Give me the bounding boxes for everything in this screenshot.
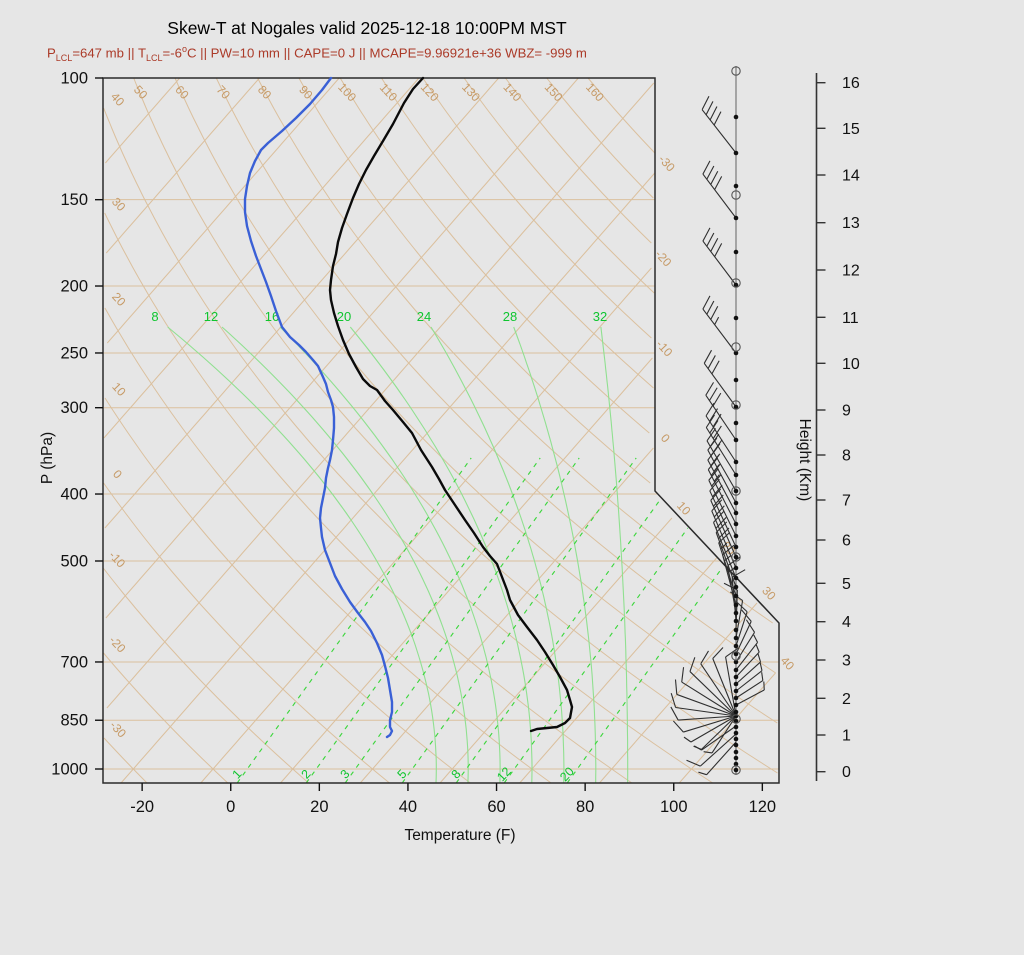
svg-text:4: 4 — [842, 614, 851, 631]
svg-text:11: 11 — [842, 310, 859, 327]
svg-text:-10: -10 — [106, 548, 128, 570]
svg-text:9: 9 — [842, 403, 851, 420]
svg-text:100: 100 — [60, 70, 88, 88]
svg-text:28: 28 — [503, 309, 517, 324]
svg-text:-20: -20 — [130, 798, 154, 816]
svg-text:10: 10 — [842, 356, 860, 373]
svg-text:70: 70 — [214, 83, 234, 103]
svg-text:8: 8 — [151, 309, 158, 324]
svg-text:1000: 1000 — [51, 761, 88, 779]
svg-text:-30: -30 — [107, 718, 129, 740]
svg-text:10: 10 — [109, 380, 129, 400]
svg-text:80: 80 — [576, 798, 594, 816]
svg-text:80: 80 — [255, 83, 275, 103]
svg-text:150: 150 — [542, 80, 566, 104]
svg-text:850: 850 — [60, 712, 88, 730]
svg-text:5: 5 — [842, 576, 851, 593]
svg-text:150: 150 — [60, 191, 88, 209]
svg-text:0: 0 — [658, 431, 673, 446]
svg-text:50: 50 — [131, 83, 151, 103]
svg-text:3: 3 — [842, 653, 851, 670]
temperature-axis: -20 0 20 40 60 80 100 120 Temperature (F) — [130, 783, 776, 844]
svg-text:60: 60 — [487, 798, 505, 816]
svg-text:12: 12 — [842, 263, 860, 280]
svg-text:0: 0 — [110, 467, 125, 482]
svg-text:7: 7 — [842, 493, 851, 510]
svg-text:15: 15 — [842, 121, 860, 138]
chart-subtitle: PLCL=647 mb || TLCL=-6oC || PW=10 mm || … — [47, 44, 587, 63]
svg-text:12: 12 — [494, 764, 514, 784]
temperature-axis-title: Temperature (F) — [404, 827, 515, 844]
svg-text:120: 120 — [749, 798, 777, 816]
svg-text:12: 12 — [204, 309, 218, 324]
svg-text:30: 30 — [759, 584, 779, 604]
svg-text:0: 0 — [226, 798, 235, 816]
svg-text:40: 40 — [108, 90, 128, 110]
svg-text:400: 400 — [60, 486, 88, 504]
svg-text:6: 6 — [842, 533, 851, 550]
svg-text:20: 20 — [310, 798, 328, 816]
svg-text:13: 13 — [842, 215, 860, 232]
svg-text:-30: -30 — [656, 152, 678, 174]
svg-text:-10: -10 — [653, 337, 675, 359]
svg-text:30: 30 — [109, 195, 129, 215]
svg-text:1: 1 — [842, 728, 851, 745]
pressure-axis-title: P (hPa) — [39, 432, 56, 484]
svg-text:24: 24 — [417, 309, 431, 324]
isotherms — [104, 78, 776, 783]
svg-text:0: 0 — [842, 764, 851, 781]
svg-text:200: 200 — [60, 278, 88, 296]
svg-text:40: 40 — [399, 798, 417, 816]
svg-text:250: 250 — [60, 344, 88, 362]
svg-text:14: 14 — [842, 168, 860, 185]
svg-text:32: 32 — [593, 309, 607, 324]
svg-text:8: 8 — [842, 448, 851, 465]
svg-text:20: 20 — [557, 764, 577, 784]
svg-text:40: 40 — [778, 654, 798, 674]
svg-text:16: 16 — [842, 75, 860, 92]
svg-text:2: 2 — [842, 691, 851, 708]
svg-text:700: 700 — [60, 653, 88, 671]
svg-text:100: 100 — [335, 80, 359, 104]
svg-text:140: 140 — [500, 80, 524, 104]
svg-text:60: 60 — [172, 83, 192, 103]
svg-text:130: 130 — [459, 80, 483, 104]
svg-text:20: 20 — [109, 290, 129, 310]
svg-text:20: 20 — [337, 309, 351, 324]
svg-text:500: 500 — [60, 552, 88, 570]
svg-text:-20: -20 — [106, 633, 128, 655]
svg-text:100: 100 — [660, 798, 688, 816]
plot-border — [103, 78, 779, 783]
pressure-axis: 100 150 200 250 300 400 500 700 850 1000 P (hPa) — [39, 70, 103, 779]
svg-text:160: 160 — [583, 80, 607, 104]
height-axis-title: Height (Km) — [796, 419, 813, 502]
svg-text:300: 300 — [60, 399, 88, 417]
wind-barbs — [671, 66, 764, 775]
chart-title: Skew-T at Nogales valid 2025-12-18 10:00… — [0, 18, 734, 39]
dry-adiabats — [103, 78, 777, 783]
